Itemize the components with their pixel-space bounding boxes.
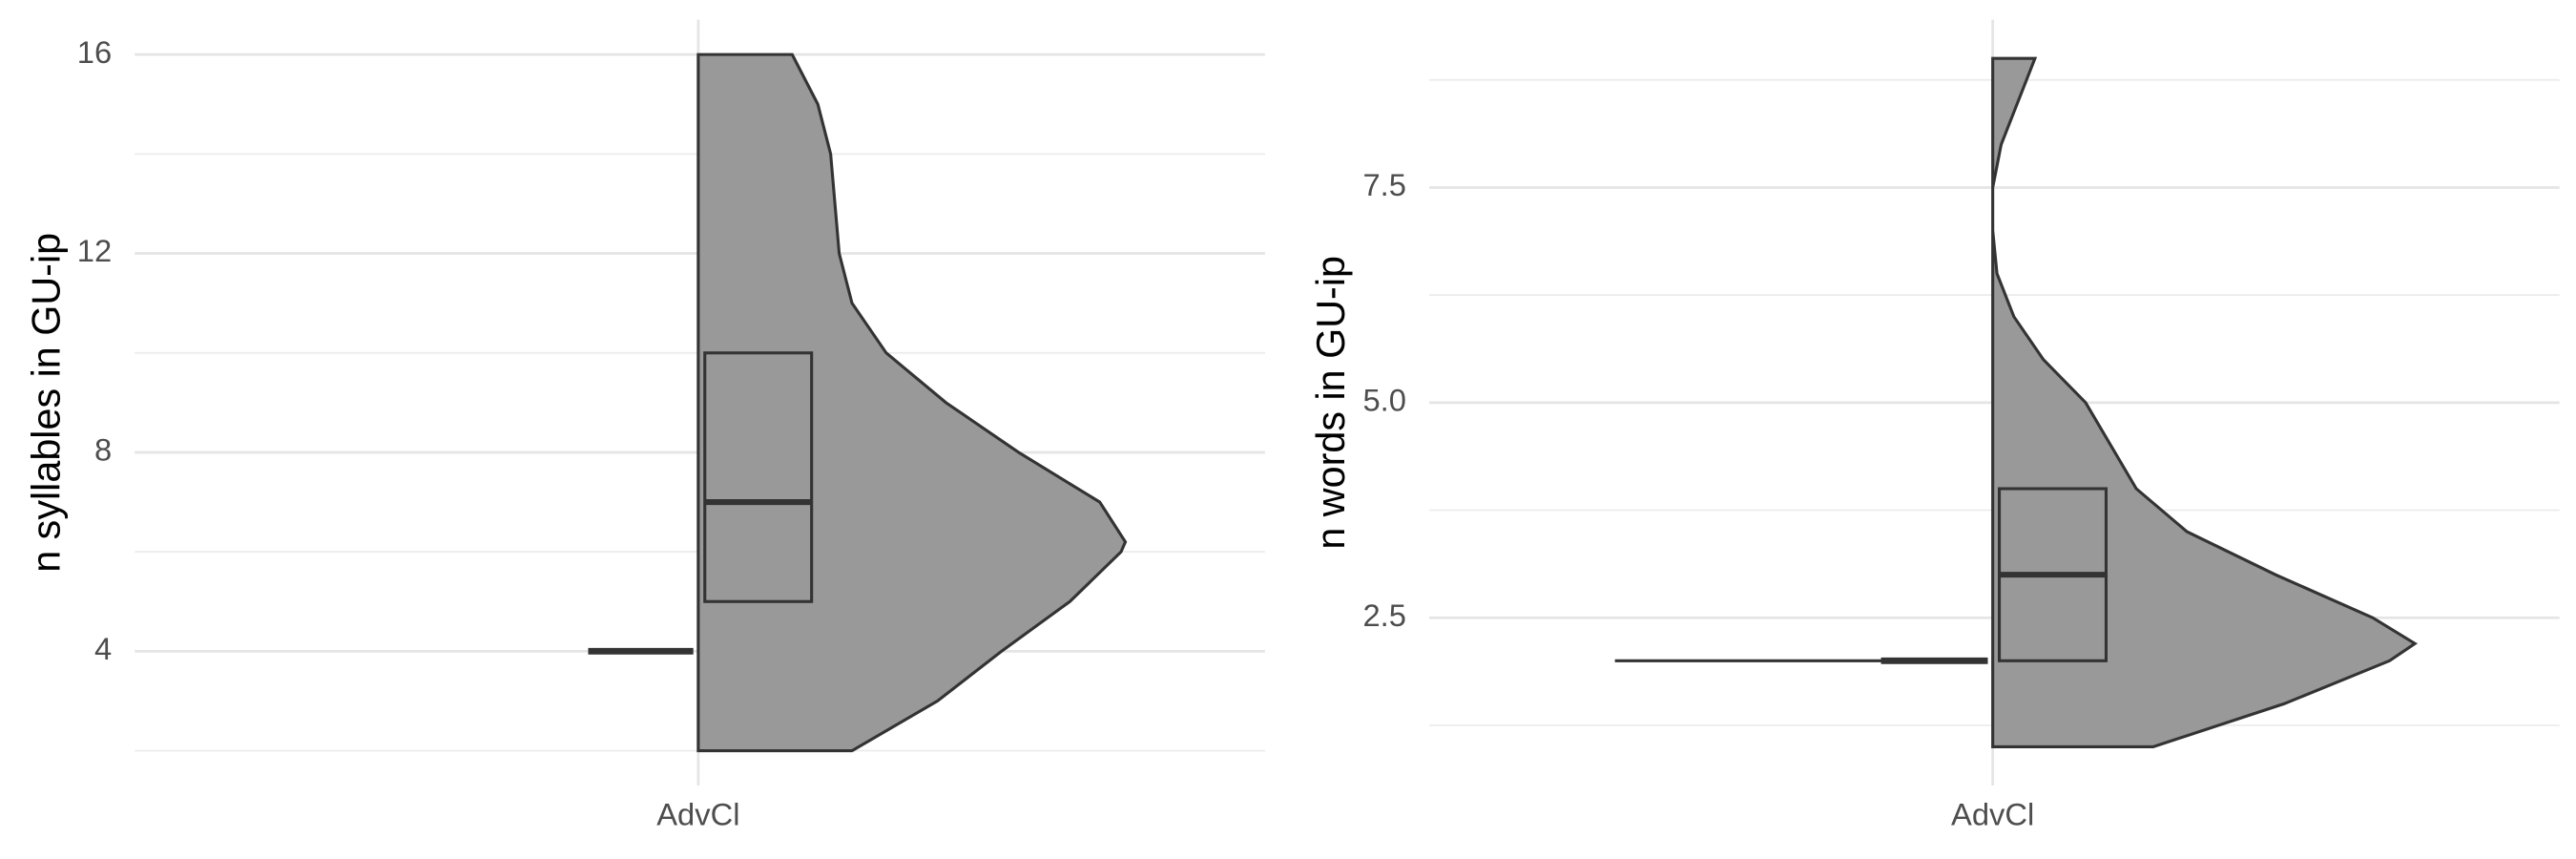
x-tick-label: AdvCl: [656, 796, 739, 831]
y-tick-label: 16: [77, 34, 112, 70]
violin: [696, 52, 1128, 753]
y-tick-label: 12: [77, 233, 112, 268]
y-tick-label: 4: [94, 631, 112, 666]
y-axis-title: n syllables in GU-ip: [25, 233, 69, 573]
x-tick-label: AdvCl: [1951, 796, 2034, 831]
y-tick-label: 2.5: [1363, 597, 1406, 633]
y-tick-label: 7.5: [1363, 167, 1406, 202]
box: [703, 351, 814, 603]
y-tick-label: 5.0: [1363, 382, 1406, 417]
y-tick-label: 8: [94, 432, 112, 468]
y-axis-title: n words in GU-ip: [1309, 256, 1353, 550]
